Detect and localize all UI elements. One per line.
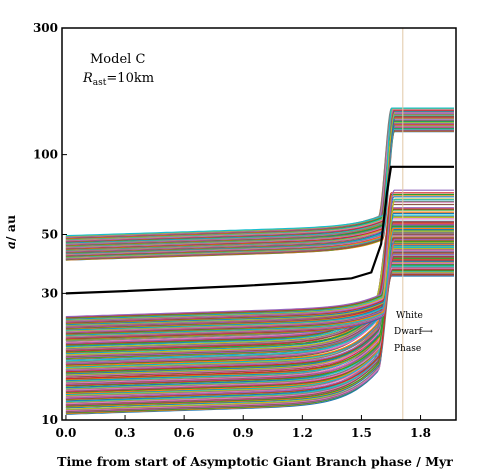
middle-band-line-20 — [65, 228, 454, 331]
white-dwarf-label-1: White — [396, 311, 423, 321]
y-axis-title-italic: a — [3, 241, 18, 249]
x-tick-label-1: 0.0 — [55, 426, 76, 440]
y-tick-label-4: 100 — [33, 148, 58, 162]
white-dwarf-arrow: ⟶ — [420, 327, 433, 337]
radius-symbol: R — [82, 71, 93, 86]
radius-subscript: ast — [93, 78, 107, 88]
y-tick-label-5: 300 — [33, 21, 58, 35]
y-tick-label-2: 30 — [41, 286, 58, 300]
white-dwarf-label-2: Dwarf — [394, 327, 423, 337]
y-axis-title-unit: / au — [3, 215, 18, 241]
axis-ticks: 0.0 0.3 0.6 0.9 1.2 1.5 1.8 10 30 50 100 300 — [33, 21, 431, 440]
highlight-series — [65, 165, 454, 295]
x-tick-label-3: 0.6 — [174, 426, 195, 440]
white-dwarf-label-3: Phase — [394, 344, 421, 354]
x-axis-title: Time from start of Asymptotic Giant Bran… — [57, 454, 453, 469]
x-tick-label-4: 0.9 — [233, 426, 254, 440]
lower-band-line-24 — [65, 263, 454, 400]
x-tick-label-7: 1.8 — [410, 426, 431, 440]
upper-band-line-70 — [65, 107, 454, 237]
y-axis-title: a/ au — [3, 215, 18, 249]
radius-annotation: Rast=10km — [82, 71, 154, 88]
model-annotation: Model C — [90, 52, 145, 67]
x-tick-label-6: 1.5 — [351, 426, 372, 440]
middle-band-line-45 — [65, 189, 454, 318]
y-tick-label-1: 10 — [41, 413, 58, 427]
highlight-series-line — [65, 165, 454, 295]
radius-value: =10km — [106, 71, 154, 86]
plot-frame — [61, 27, 457, 421]
y-tick-label-3: 50 — [41, 228, 58, 242]
x-tick-label-5: 1.2 — [292, 426, 313, 440]
x-tick-label-2: 0.3 — [115, 426, 136, 440]
